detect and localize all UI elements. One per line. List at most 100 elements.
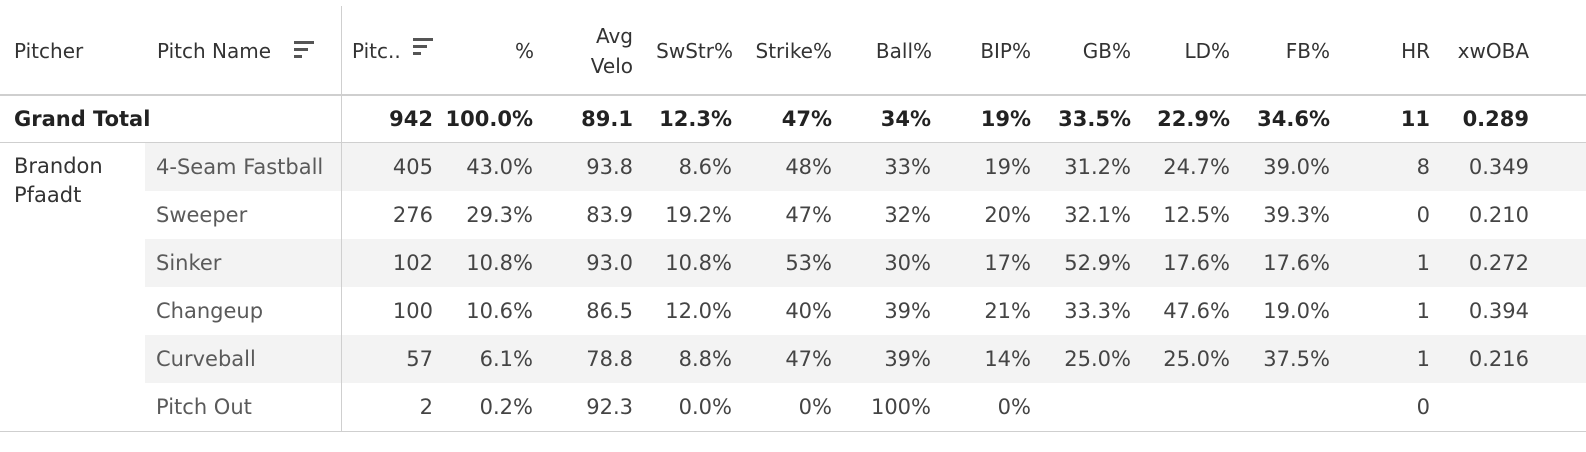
cell-fb: 39.3%	[1263, 203, 1330, 227]
cell-swstr: 8.8%	[678, 347, 732, 371]
cell-gb: 32.1%	[1064, 203, 1131, 227]
cell-pitches: 102	[392, 251, 433, 275]
cell-ball: 33%	[884, 155, 931, 179]
cell-hr: 11	[1400, 107, 1430, 131]
cell-hr: 8	[1416, 155, 1430, 179]
cell-ld: 12.5%	[1163, 203, 1230, 227]
cell-bip: 0%	[997, 395, 1031, 419]
cell-xwoba: 0.289	[1462, 107, 1529, 131]
cell-swstr: 8.6%	[678, 155, 732, 179]
cell-strike: 47%	[785, 347, 832, 371]
cell-bip: 19%	[980, 107, 1031, 131]
row-band	[145, 143, 1586, 191]
cell-velo: 83.9	[586, 203, 633, 227]
cell-pitches: 405	[392, 155, 433, 179]
cell-bip: 14%	[984, 347, 1031, 371]
cell-bip: 20%	[984, 203, 1031, 227]
grand-total-label: Grand Total	[14, 107, 151, 131]
cell-ld: 22.9%	[1157, 107, 1230, 131]
cell-pct: 10.8%	[466, 251, 533, 275]
pitch-name-cell: Changeup	[156, 299, 264, 323]
cell-pitches: 942	[389, 107, 433, 131]
cell-fb: 17.6%	[1263, 251, 1330, 275]
cell-pct: 0.2%	[479, 395, 533, 419]
pitch-name-cell: Pitch Out	[156, 395, 252, 419]
cell-strike: 47%	[781, 107, 832, 131]
pitcher-name-line2: Pfaadt	[14, 183, 82, 207]
cell-gb: 25.0%	[1064, 347, 1131, 371]
cell-swstr: 10.8%	[665, 251, 732, 275]
cell-hr: 1	[1416, 299, 1430, 323]
header-ball[interactable]: Ball%	[875, 39, 932, 63]
sort-icon[interactable]	[294, 41, 316, 59]
cell-fb: 37.5%	[1263, 347, 1330, 371]
cell-pitches: 100	[392, 299, 433, 323]
row-band	[145, 335, 1586, 383]
header-strike[interactable]: Strike%	[755, 39, 833, 63]
cell-velo: 93.8	[586, 155, 633, 179]
cell-xwoba: 0.216	[1468, 347, 1529, 371]
cell-velo: 89.1	[581, 107, 633, 131]
cell-swstr: 19.2%	[665, 203, 732, 227]
cell-swstr: 12.0%	[665, 299, 732, 323]
cell-hr: 0	[1416, 395, 1430, 419]
cell-strike: 47%	[785, 203, 832, 227]
pitch-name-cell: Curveball	[156, 347, 256, 371]
cell-ld: 25.0%	[1163, 347, 1230, 371]
header-bip[interactable]: BIP%	[980, 39, 1031, 63]
cell-ball: 39%	[884, 347, 931, 371]
cell-ld: 24.7%	[1163, 155, 1230, 179]
cell-ld: 47.6%	[1163, 299, 1230, 323]
cell-strike: 48%	[785, 155, 832, 179]
pitch-name-cell: Sinker	[156, 251, 222, 275]
header-gb[interactable]: GB%	[1082, 39, 1131, 63]
pitcher-name-line1: Brandon	[14, 154, 103, 178]
cell-xwoba: 0.272	[1468, 251, 1529, 275]
header-xwoba[interactable]: xwOBA	[1457, 39, 1529, 63]
cell-gb: 31.2%	[1064, 155, 1131, 179]
cell-pitches: 2	[419, 395, 433, 419]
cell-xwoba: 0.210	[1468, 203, 1529, 227]
cell-hr: 1	[1416, 347, 1430, 371]
cell-xwoba: 0.394	[1468, 299, 1529, 323]
cell-gb: 52.9%	[1064, 251, 1131, 275]
cell-ball: 39%	[884, 299, 931, 323]
header-fb[interactable]: FB%	[1285, 39, 1330, 63]
cell-velo: 93.0	[586, 251, 633, 275]
cell-bip: 19%	[984, 155, 1031, 179]
cell-hr: 1	[1416, 251, 1430, 275]
cell-strike: 40%	[785, 299, 832, 323]
pitch-name-cell: 4-Seam Fastball	[156, 155, 324, 179]
header-pct[interactable]: %	[514, 39, 534, 63]
sort-icon[interactable]	[413, 38, 435, 56]
header-pitches[interactable]: Pitc..	[352, 39, 401, 63]
cell-velo: 86.5	[586, 299, 633, 323]
cell-pct: 29.3%	[466, 203, 533, 227]
header-avg-velo-line1[interactable]: Avg	[595, 24, 633, 48]
cell-bip: 17%	[984, 251, 1031, 275]
header-divider	[0, 94, 1586, 96]
cell-ball: 100%	[870, 395, 931, 419]
header-swstr[interactable]: SwStr%	[656, 39, 733, 63]
cell-pct: 100.0%	[445, 107, 533, 131]
cell-pitches: 57	[406, 347, 433, 371]
header-pitch-name[interactable]: Pitch Name	[157, 39, 272, 63]
cell-swstr: 0.0%	[678, 395, 732, 419]
cell-gb: 33.3%	[1064, 299, 1131, 323]
cell-fb: 19.0%	[1263, 299, 1330, 323]
header-pitcher[interactable]: Pitcher	[14, 39, 84, 63]
cell-strike: 53%	[785, 251, 832, 275]
cell-gb: 33.5%	[1058, 107, 1131, 131]
cell-strike: 0%	[798, 395, 832, 419]
cell-pct: 6.1%	[479, 347, 533, 371]
cell-ball: 30%	[884, 251, 931, 275]
header-hr[interactable]: HR	[1401, 39, 1430, 63]
vertical-divider	[341, 6, 342, 432]
cell-bip: 21%	[984, 299, 1031, 323]
header-ld[interactable]: LD%	[1184, 39, 1230, 63]
cell-pct: 10.6%	[466, 299, 533, 323]
header-avg-velo-line2[interactable]: Velo	[590, 54, 633, 78]
cell-velo: 92.3	[586, 395, 633, 419]
cell-pitches: 276	[392, 203, 433, 227]
cell-fb: 34.6%	[1257, 107, 1330, 131]
